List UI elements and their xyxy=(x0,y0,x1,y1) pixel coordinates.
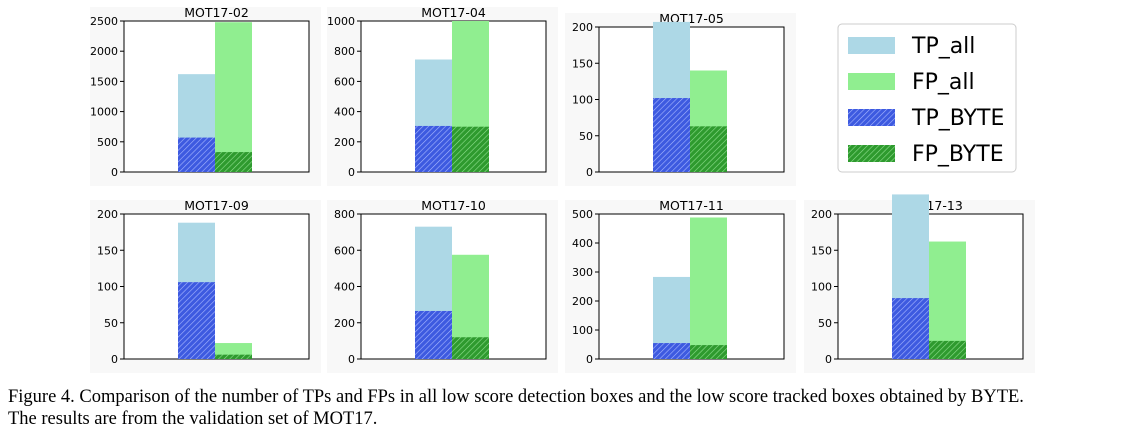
panel-MOT17-02: MOT17-02 0 500 1000 1500 2000 2500 xyxy=(90,5,321,186)
caption-line-2: The results are from the validation set … xyxy=(8,409,378,429)
y-tick-label: 150 xyxy=(811,244,832,257)
bar-fp-byte xyxy=(690,345,727,359)
panel-title: MOT17-04 xyxy=(421,5,486,20)
panel-title: MOT17-02 xyxy=(184,5,249,20)
y-tick-label: 800 xyxy=(334,208,355,221)
y-tick-label: 400 xyxy=(572,237,593,250)
y-tick-label: 0 xyxy=(825,353,832,366)
chart-legend: TP_all FP_all TP_BYTE FP_BYTE xyxy=(837,23,1017,173)
y-tick-label: 0 xyxy=(111,353,118,366)
legend-label-tp-all: TP_all xyxy=(911,34,975,59)
bar-fp-byte xyxy=(929,340,966,359)
y-tick-label: 200 xyxy=(572,21,593,34)
bar-tp-byte xyxy=(178,282,215,359)
y-tick-label: 200 xyxy=(572,295,593,308)
legend-frame xyxy=(837,23,1017,173)
bar-fp-all xyxy=(215,22,252,172)
bar-fp-byte xyxy=(215,152,252,172)
legend-swatch-fp-byte xyxy=(848,145,895,162)
y-tick-label: 200 xyxy=(811,208,832,221)
y-tick-label: 0 xyxy=(111,166,118,179)
y-tick-label: 300 xyxy=(572,266,593,279)
figure-canvas: MOT17-0205001000150020002500MOT17-040200… xyxy=(90,5,1035,373)
y-tick-label: 100 xyxy=(572,324,593,337)
bar-fp-all xyxy=(690,217,727,359)
y-tick-label: 50 xyxy=(818,317,832,330)
legend-swatch-fp-all xyxy=(848,73,895,90)
bar-tp-byte xyxy=(178,137,215,172)
y-tick-label: 400 xyxy=(334,281,355,294)
y-tick-label: 50 xyxy=(579,130,593,143)
y-tick-label: 500 xyxy=(97,136,118,149)
y-tick-label: 400 xyxy=(334,106,355,119)
panel-MOT17-10: MOT17-10 0 200 400 600 800 xyxy=(327,198,558,373)
y-tick-label: 100 xyxy=(572,94,593,107)
bar-fp-byte xyxy=(452,126,489,172)
y-tick-label: 1000 xyxy=(90,106,118,119)
legend-label-tp-byte: TP_BYTE xyxy=(911,106,1004,131)
bar-fp-all xyxy=(929,241,966,359)
caption-line-1: Figure 4. Comparison of the number of TP… xyxy=(8,387,1024,407)
y-tick-label: 50 xyxy=(104,317,118,330)
bar-tp-byte xyxy=(415,125,452,172)
bar-tp-byte xyxy=(892,298,929,359)
figure-caption: Figure 4. Comparison of the number of TP… xyxy=(8,386,1138,430)
panel-title: MOT17-10 xyxy=(421,198,486,213)
bar-fp-byte xyxy=(690,126,727,172)
bar-fp-byte xyxy=(452,337,489,359)
y-tick-label: 0 xyxy=(586,166,593,179)
y-tick-label: 100 xyxy=(811,281,832,294)
y-tick-label: 2500 xyxy=(90,15,118,28)
y-tick-label: 0 xyxy=(348,166,355,179)
y-tick-label: 200 xyxy=(334,136,355,149)
y-tick-label: 100 xyxy=(97,281,118,294)
panel-MOT17-04: MOT17-04 0 200 400 600 800 1000 xyxy=(327,5,558,186)
bar-tp-byte xyxy=(415,310,452,359)
legend-label-fp-all: FP_all xyxy=(912,70,975,95)
legend-swatch-tp-byte xyxy=(848,109,895,126)
y-tick-label: 600 xyxy=(334,244,355,257)
y-tick-label: 1000 xyxy=(327,15,355,28)
bar-tp-byte xyxy=(653,343,690,359)
y-tick-label: 200 xyxy=(334,317,355,330)
y-tick-label: 500 xyxy=(572,208,593,221)
y-tick-label: 150 xyxy=(572,57,593,70)
bar-fp-byte xyxy=(215,354,252,359)
y-tick-label: 0 xyxy=(586,353,593,366)
legend-label-fp-byte: FP_BYTE xyxy=(912,142,1004,167)
y-tick-label: 0 xyxy=(348,353,355,366)
y-tick-label: 1500 xyxy=(90,75,118,88)
panel-title: MOT17-11 xyxy=(659,198,724,213)
panel-MOT17-11: MOT17-11 0 100 200 300 400 500 xyxy=(565,198,796,373)
bar-tp-byte xyxy=(653,98,690,172)
legend-swatch-tp-all xyxy=(848,37,895,54)
y-tick-label: 600 xyxy=(334,75,355,88)
y-tick-label: 800 xyxy=(334,45,355,58)
y-tick-label: 200 xyxy=(97,208,118,221)
panel-title: MOT17-09 xyxy=(184,198,249,213)
y-tick-label: 2000 xyxy=(90,45,118,58)
panel-MOT17-09: MOT17-09 0 50 100 150 200 xyxy=(90,198,321,373)
y-tick-label: 150 xyxy=(97,244,118,257)
plot-area xyxy=(123,213,310,360)
